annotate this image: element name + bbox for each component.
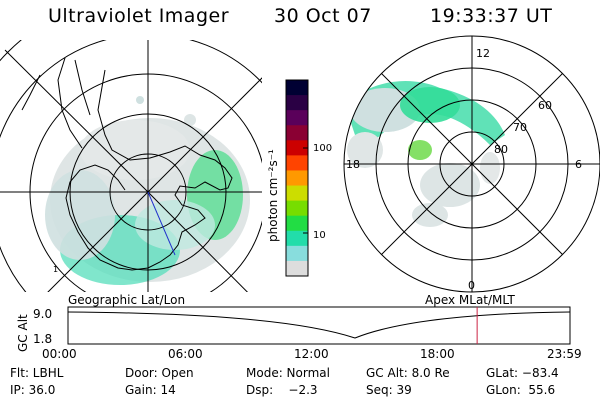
mlt-label-6: 6 (575, 158, 582, 171)
timeline-xtick-2359: 23:59 (547, 347, 582, 361)
colorbar-tick-100: 100 (313, 143, 332, 154)
timeline-ytick-1-8: 1.8 (33, 332, 53, 346)
altitude-curve (67, 311, 571, 339)
geographic-map: 1 (0, 40, 262, 292)
right-panel-label: Apex MLat/MLT (425, 293, 515, 307)
timeline-xtick-0000: 00:00 (42, 347, 77, 361)
colorbar-segment (286, 110, 308, 126)
coastline (21, 57, 233, 271)
mlat-label-60: 60 (538, 99, 552, 112)
aurora-emission-right (345, 81, 505, 227)
instrument-title: Ultraviolet Imager (48, 5, 230, 27)
colorbar-segment (286, 95, 308, 111)
colorbar-segment (286, 140, 308, 156)
colorbar-segment (286, 260, 308, 277)
mlat-label-80: 80 (494, 143, 508, 156)
colorbar-segment (286, 125, 308, 141)
timeline-xtick-1800: 18:00 (420, 347, 455, 361)
info-filter: Flt: LBHL (10, 366, 64, 380)
timeline-ytick-9: 9.0 (33, 307, 53, 321)
mlat-label-70: 70 (513, 121, 527, 134)
timeline-ylabel: GC Alt (16, 314, 30, 352)
colorbar-tick-10: 10 (313, 230, 326, 241)
left-panel-marker: 1 (53, 265, 58, 274)
satellite-track (147, 191, 176, 256)
colorbar-unit-label: photon cm⁻²s⁻¹ (266, 149, 280, 242)
aurora-emission-left (45, 96, 250, 285)
info-seq: Seq: 39 (366, 383, 412, 397)
observation-date: 30 Oct 07 (274, 5, 372, 27)
mlt-label-12: 12 (476, 47, 490, 60)
info-mode: Mode: Normal (246, 366, 330, 380)
mlt-label-18: 18 (346, 158, 360, 171)
colorbar-segment (286, 185, 308, 202)
color-scale (285, 79, 309, 277)
colorbar-segment (286, 215, 308, 232)
colorbar-segment (286, 155, 308, 171)
timeline-xtick-0600: 06:00 (168, 347, 203, 361)
mlt-line-diag-2 (381, 73, 563, 255)
colorbar-frame (285, 79, 309, 277)
colorbar-segment (286, 200, 308, 217)
info-gain: Gain: 14 (125, 383, 176, 397)
info-glat: GLat: −83.4 (486, 366, 559, 380)
timeline-xtick-1200: 12:00 (294, 347, 329, 361)
left-panel-label: Geographic Lat/Lon (68, 293, 186, 307)
observation-time: 19:33:37 UT (430, 5, 553, 27)
altitude-timeline (67, 306, 571, 345)
info-door: Door: Open (125, 366, 194, 380)
colorbar-segment (286, 230, 308, 247)
mlt-label-0: 0 (468, 279, 475, 292)
colorbar-segment (286, 170, 308, 187)
info-dsp: Dsp: −2.3 (246, 383, 318, 397)
info-glon: GLon: 55.6 (486, 383, 556, 397)
magnetic-map: 12 18 6 0 60 70 80 (343, 35, 600, 293)
colorbar-segment (286, 245, 308, 262)
info-gc-alt: GC Alt: 8.0 Re (366, 366, 450, 380)
info-ip: IP: 36.0 (10, 383, 56, 397)
colorbar-segment (286, 80, 308, 96)
